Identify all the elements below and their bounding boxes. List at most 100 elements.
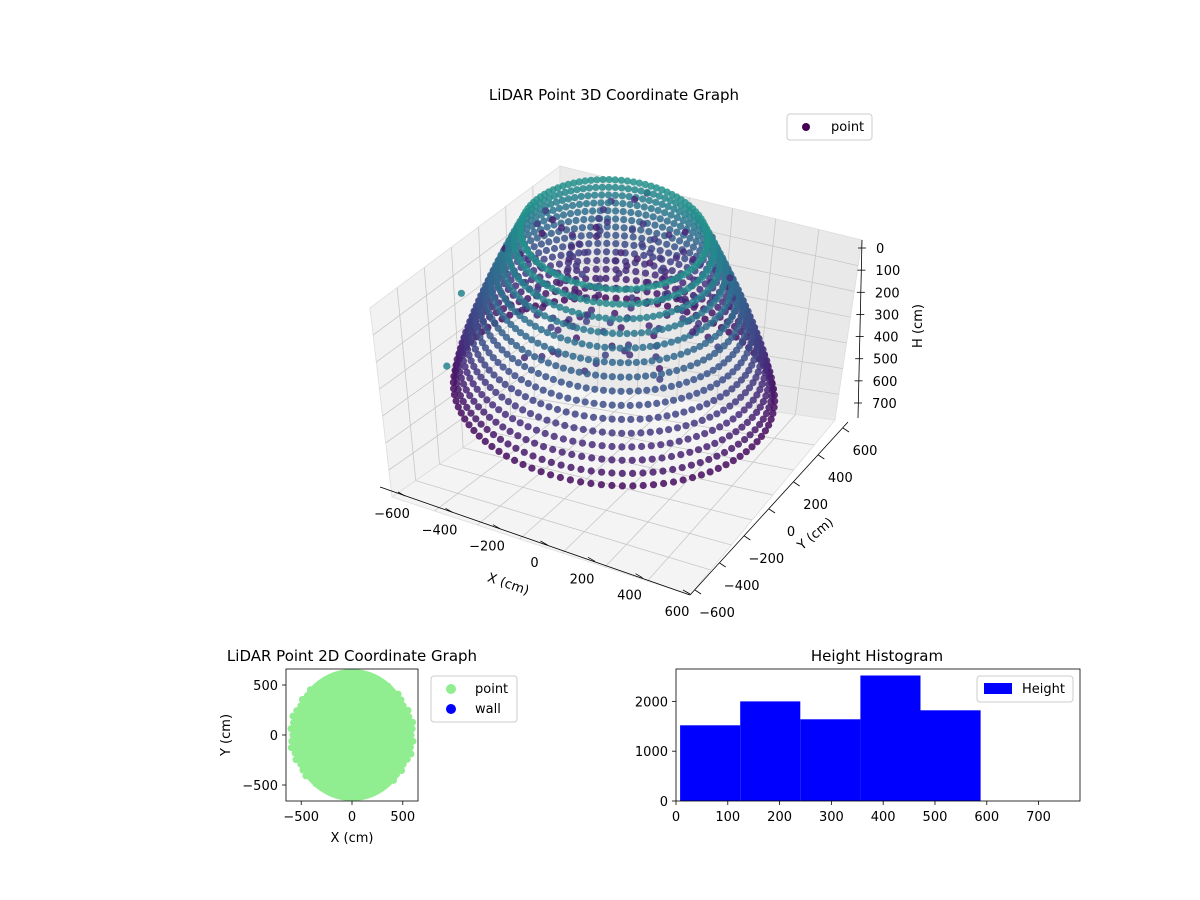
point-3d (767, 415, 775, 423)
point-2d (287, 744, 295, 752)
point-3d (639, 195, 647, 203)
point-3d (651, 221, 659, 229)
point-3d (658, 325, 666, 334)
point-2d (399, 702, 407, 710)
point-3d (545, 238, 553, 246)
point-3d (552, 362, 560, 370)
point-3d (583, 296, 591, 305)
point-3d (589, 427, 597, 435)
point-3d (568, 243, 576, 251)
point-3d (688, 474, 697, 482)
point-3d (733, 363, 741, 371)
point-3d (605, 176, 613, 184)
point-3d (666, 226, 674, 234)
point-3d (530, 306, 538, 314)
point-3d (575, 178, 583, 186)
point-3d (599, 414, 607, 422)
point-3d (586, 341, 594, 349)
point-2d (323, 786, 331, 793)
point-3d (686, 234, 694, 242)
point-3d (489, 354, 497, 362)
point-3d (544, 359, 553, 367)
point-3d (761, 369, 769, 377)
point-3d (499, 363, 507, 371)
point-3d (561, 234, 569, 242)
point-3d (564, 394, 572, 402)
point-3d (467, 409, 475, 417)
point-3d (741, 436, 749, 444)
point-3d (469, 340, 477, 348)
point-3d (522, 436, 530, 444)
point-3d (625, 193, 633, 201)
point-3d (464, 346, 472, 354)
point-3d (608, 329, 617, 337)
y-axis-label-2d: Y (cm) (219, 714, 234, 757)
point-3d (645, 196, 653, 205)
point-3d (647, 205, 655, 213)
point-3d (746, 431, 754, 439)
point-3d (511, 372, 519, 380)
point-3d (638, 442, 646, 451)
point-3d (494, 358, 502, 367)
point-3d (759, 398, 768, 406)
point-3d (552, 419, 560, 427)
point-3d (620, 232, 629, 240)
point-3d (703, 443, 711, 451)
x-ticks-3d: −600 −400 −200 0 200 400 600 (374, 491, 691, 620)
point-3d (454, 385, 462, 394)
point-3d (671, 243, 679, 251)
point-3d (682, 317, 691, 326)
point-3d (627, 415, 635, 423)
point-3d (477, 301, 485, 309)
point-3d (458, 345, 467, 353)
point-3d (533, 220, 541, 228)
point-2d (407, 731, 415, 739)
point-3d (550, 331, 558, 339)
point-3d (656, 375, 664, 383)
point-3d (729, 415, 737, 423)
point-3d (564, 195, 573, 203)
point-3d (705, 353, 713, 361)
point-3d (478, 391, 486, 399)
point-3d (753, 345, 761, 353)
point-3d (574, 208, 582, 216)
point-3d (504, 398, 512, 406)
point-3d (569, 437, 577, 445)
point-3d (477, 420, 485, 428)
point-3d (531, 353, 539, 361)
point-3d (630, 241, 638, 250)
point-3d (545, 403, 553, 411)
point-3d (664, 203, 672, 211)
x-tick-3d (540, 540, 548, 546)
point-3d (615, 269, 623, 278)
point-3d (670, 352, 678, 360)
point-3d (618, 192, 626, 200)
legend-2d-wall-label: wall (475, 702, 501, 717)
point-2d (354, 790, 362, 798)
point-3d (532, 426, 541, 434)
point-3d (568, 308, 576, 316)
point-3d (592, 232, 601, 240)
point-3d (590, 199, 598, 207)
grid-line (476, 392, 638, 526)
point-3d (726, 274, 734, 282)
point-3d (616, 330, 624, 338)
point-3d (663, 412, 671, 420)
point-3d (653, 296, 661, 305)
point-3d (636, 314, 644, 322)
point-3d (547, 323, 555, 331)
point-3d (533, 234, 541, 242)
x-tick-label-3d: −600 (374, 507, 410, 522)
point-3d (558, 196, 566, 204)
point-3d (590, 399, 598, 407)
point-3d (584, 356, 593, 364)
point-2d (378, 681, 385, 689)
y-tick-3d (694, 589, 702, 595)
point-2d (329, 789, 337, 797)
point-3d (701, 430, 709, 438)
point-3d (703, 400, 711, 408)
point-3d (615, 285, 623, 293)
point-3d (553, 317, 561, 325)
point-3d (634, 210, 643, 218)
